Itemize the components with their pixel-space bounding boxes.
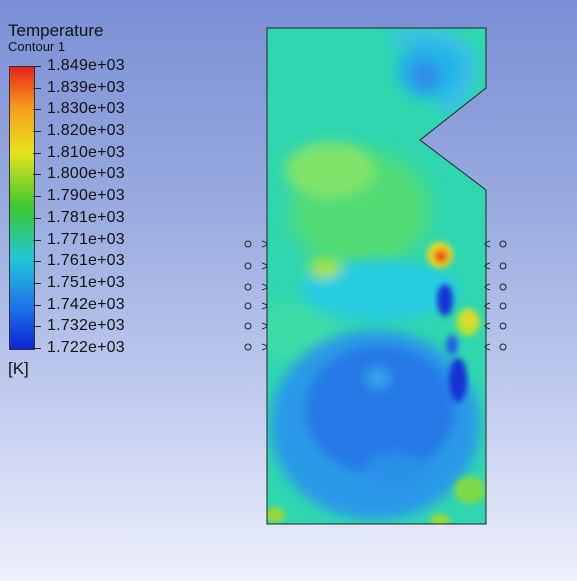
tick-label: 1.751e+03	[47, 273, 125, 291]
tick-label: 1.742e+03	[47, 295, 125, 313]
right-nozzle-icon	[499, 240, 507, 248]
nozzle-markers	[244, 240, 507, 351]
unit-label: [K]	[8, 359, 29, 378]
left-nozzle-jet	[261, 343, 268, 351]
tick-label: 1.771e+03	[47, 230, 125, 248]
left-nozzle-icon	[244, 262, 252, 270]
left-nozzle-jet	[261, 240, 268, 248]
left-nozzle-jet	[261, 262, 268, 270]
tick-mark	[33, 131, 41, 133]
left-nozzle-jet	[261, 283, 268, 291]
right-nozzle-jet	[484, 343, 491, 351]
right-nozzle-jet	[484, 302, 491, 310]
tick-mark	[33, 348, 41, 349]
tick-label: 1.810e+03	[47, 143, 125, 161]
right-nozzle-icon	[499, 262, 507, 270]
tick-mark	[33, 66, 41, 67]
tick-label: 1.761e+03	[47, 252, 125, 270]
left-nozzle-icon	[244, 322, 252, 330]
right-nozzle-icon	[499, 343, 507, 351]
tick-label: 1.781e+03	[47, 208, 125, 226]
tick-label: 1.790e+03	[47, 187, 125, 205]
left-nozzle-icon	[244, 302, 252, 310]
temperature-field	[267, 28, 486, 524]
left-nozzle-icon	[244, 240, 252, 248]
tick-label: 1.830e+03	[47, 100, 125, 118]
tick-mark	[33, 261, 41, 263]
tick-mark	[33, 304, 41, 306]
tick-mark	[33, 239, 41, 241]
tick-mark	[33, 109, 41, 111]
left-nozzle-icon	[244, 343, 252, 351]
right-nozzle-icon	[499, 283, 507, 291]
furnace-outline	[266, 27, 487, 525]
right-nozzle-jet	[484, 322, 491, 330]
left-nozzle-jet	[261, 302, 268, 310]
tick-mark	[33, 152, 41, 154]
legend-subtitle: Contour 1	[8, 39, 66, 54]
right-nozzle-jet	[484, 262, 491, 270]
tick-label: 1.800e+03	[47, 165, 125, 183]
color-bar	[9, 66, 35, 350]
legend-title: Temperature	[8, 21, 104, 40]
right-nozzle-icon	[499, 302, 507, 310]
tick-label: 1.820e+03	[47, 122, 125, 140]
right-nozzle-jet	[484, 283, 491, 291]
right-nozzle-icon	[499, 322, 507, 330]
tick-mark	[33, 87, 41, 89]
tick-mark	[33, 217, 41, 219]
tick-mark	[33, 282, 41, 284]
tick-mark	[33, 326, 41, 328]
left-nozzle-icon	[244, 283, 252, 291]
tick-label: 1.722e+03	[47, 339, 125, 356]
tick-mark	[33, 196, 41, 198]
right-nozzle-jet	[484, 240, 491, 248]
tick-mark	[33, 174, 41, 176]
tick-label: 1.732e+03	[47, 317, 125, 335]
tick-label: 1.839e+03	[47, 78, 125, 96]
tick-label: 1.849e+03	[47, 57, 125, 74]
left-nozzle-jet	[261, 322, 268, 330]
